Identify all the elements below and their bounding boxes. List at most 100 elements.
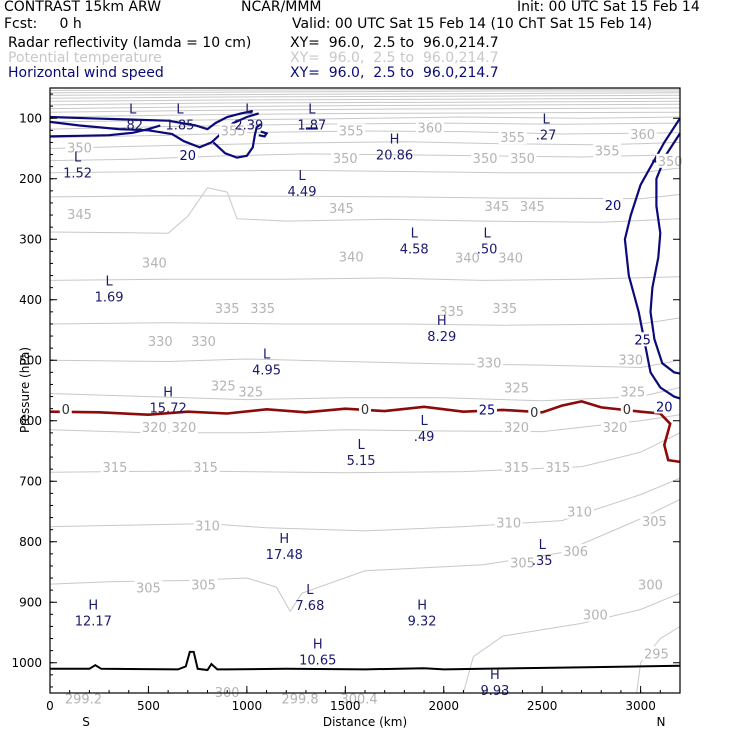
zero-label: 0 (623, 403, 631, 418)
extremum-marker: L (357, 438, 365, 453)
extremum-marker: L (306, 583, 314, 598)
theta-label-bg (209, 378, 238, 393)
theta-label: 300 (583, 609, 608, 624)
y-tick-label: 400 (19, 293, 42, 307)
theta-label-bg (471, 150, 500, 165)
theta-label: 345 (329, 202, 354, 217)
theta-label-bg (561, 544, 590, 559)
extremum-marker: H (417, 598, 427, 613)
extremum-value: 10.65 (299, 654, 336, 669)
theta-label: 310 (195, 520, 220, 535)
extremum-value: .50 (477, 242, 498, 257)
theta-label-bg (656, 153, 685, 168)
theta-contour-9 (49, 276, 681, 281)
header-center: NCAR/MMM (241, 0, 322, 15)
wind-label: 25 (634, 333, 651, 348)
theta-label: 335 (250, 302, 275, 317)
legend-theta-xy: XY= 96.0, 2.5 to 96.0,214.7 (290, 50, 499, 66)
theta-label-bg (337, 123, 366, 138)
theta-label: 315 (193, 461, 218, 476)
wind-contour-4 (258, 130, 269, 138)
x-tick-label: 2500 (527, 699, 558, 713)
wind-label: 20 (180, 149, 197, 164)
y-tick-label: 700 (19, 474, 42, 488)
plot-frame (49, 87, 681, 694)
theta-label-bg (453, 250, 482, 265)
theta-contour-11 (49, 194, 681, 200)
theta-label: 299.2 (65, 693, 102, 708)
theta-contour-21 (49, 100, 681, 106)
extremum-marker: H (490, 668, 500, 683)
y-tick-label: 1000 (11, 656, 42, 670)
theta-contour-26 (49, 88, 681, 91)
extremum-value: 4.58 (400, 242, 429, 257)
theta-label-bg (502, 380, 531, 395)
theta-label: 300 (638, 578, 663, 593)
theta-label-bg (502, 420, 531, 435)
theta-label-bg (593, 143, 622, 158)
extremum-marker: L (105, 275, 113, 290)
theta-contour-0 (49, 387, 681, 402)
extremum-marker: H (390, 133, 400, 148)
theta-label: 340 (142, 256, 167, 271)
theta-label: 325 (238, 385, 263, 400)
theta-label-bg (636, 577, 665, 592)
theta-label: 335 (215, 302, 240, 317)
header-title: CONTRAST 15km ARW (4, 0, 162, 15)
header-init: Init: 00 UTC Sat 15 Feb 14 (517, 0, 700, 15)
wind-contour-7 (649, 132, 681, 375)
theta-label-bg (640, 513, 669, 528)
header-valid: Valid: 00 UTC Sat 15 Feb 14 (10 ChT Sat … (292, 16, 653, 32)
theta-label-bg (502, 459, 531, 474)
extremum-value: 1.87 (297, 118, 326, 133)
extremum-value: 4.49 (288, 185, 317, 200)
theta-contour-5 (462, 592, 681, 694)
extremum-marker: H (163, 385, 173, 400)
theta-label-bg (134, 580, 163, 595)
theta-label: 350 (658, 155, 683, 170)
theta-label: 310 (567, 506, 592, 521)
wind-label: 25 (479, 403, 496, 418)
extremum-marker: L (298, 169, 306, 184)
wind-contour-1 (49, 109, 254, 131)
zero-label: 0 (530, 406, 538, 421)
theta-label: 325 (620, 385, 645, 400)
theta-label: 345 (67, 208, 92, 223)
legend-wind-xy: XY= 96.0, 2.5 to 96.0,214.7 (290, 65, 499, 81)
extremum-value: 1.69 (95, 291, 124, 306)
x-axis-label: Distance (km) (323, 715, 407, 729)
theta-label: 320 (142, 421, 167, 436)
theta-label-bg (337, 249, 366, 264)
theta-label: 355 (595, 145, 620, 160)
theta-label: 306 (563, 545, 588, 560)
extremum-marker: H (313, 638, 323, 653)
theta-label-bg (337, 691, 382, 706)
theta-contour-25 (49, 90, 680, 94)
theta-label: 325 (211, 379, 236, 394)
theta-label-bg (482, 199, 511, 214)
extremum-value: 20.86 (376, 149, 413, 164)
extremum-value: 1.52 (63, 167, 92, 182)
legend-reflectivity-xy: XY= 96.0, 2.5 to 96.0,214.7 (290, 35, 499, 51)
theta-contour-19 (49, 107, 681, 113)
theta-label: 345 (484, 200, 509, 215)
theta-label-bg (193, 518, 222, 533)
theta-label-bg (518, 199, 547, 214)
theta-label-bg (191, 459, 220, 474)
theta-label: 320 (171, 421, 196, 436)
x-end-label-north: N (657, 715, 666, 729)
theta-contour-18 (49, 111, 681, 118)
zero-label: 0 (62, 403, 70, 418)
theta-label-bg (140, 255, 169, 270)
extremum-marker: L (420, 414, 428, 429)
theta-contour-13 (49, 153, 681, 162)
theta-contour-8 (49, 317, 681, 326)
theta-label: 330 (618, 353, 643, 368)
theta-label-bg (248, 300, 277, 315)
theta-contour-14 (49, 141, 681, 149)
theta-label-bg (642, 646, 671, 661)
theta-label: 330 (477, 356, 502, 371)
terrain-profile (50, 650, 681, 672)
extremum-marker: L (245, 102, 253, 117)
